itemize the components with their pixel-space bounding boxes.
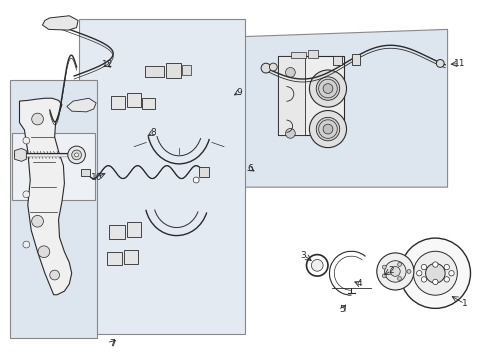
Text: 1: 1 [462,299,467,308]
Circle shape [449,271,454,276]
Bar [109,225,125,239]
Bar [107,252,122,265]
Circle shape [323,84,333,94]
Circle shape [444,264,449,270]
Text: 12: 12 [101,60,113,69]
Bar [278,56,343,135]
Circle shape [316,77,340,100]
Circle shape [50,270,59,280]
Circle shape [433,262,438,267]
Text: 5: 5 [340,305,345,314]
Bar [143,98,155,109]
Circle shape [391,266,400,276]
Circle shape [407,270,411,273]
Bar [145,66,165,77]
Circle shape [385,261,406,282]
Circle shape [38,246,50,257]
Circle shape [382,274,386,278]
Circle shape [444,277,449,282]
Circle shape [72,150,81,160]
Text: 11: 11 [454,59,466,68]
Bar [127,222,141,237]
Circle shape [433,279,438,285]
Polygon shape [67,98,96,112]
Circle shape [316,117,340,141]
Polygon shape [15,148,26,161]
Bar [292,51,306,58]
Circle shape [74,153,78,157]
Bar [111,96,125,109]
Circle shape [270,63,277,71]
Circle shape [377,253,414,290]
Circle shape [286,68,295,77]
Bar [198,167,209,177]
Bar [166,63,181,78]
Circle shape [397,262,401,266]
Bar [278,56,305,135]
Bar [308,50,318,58]
Text: 10: 10 [91,173,102,182]
Circle shape [32,215,44,227]
Polygon shape [20,98,72,295]
Circle shape [421,277,427,282]
Circle shape [261,63,271,73]
Bar [81,168,90,176]
Text: 8: 8 [150,128,156,137]
Text: 6: 6 [247,164,253,173]
Bar [124,250,138,264]
Circle shape [309,111,346,148]
Bar [12,134,95,200]
Circle shape [68,146,85,164]
Circle shape [416,271,422,276]
Bar [182,64,191,75]
Circle shape [23,191,30,198]
Text: 9: 9 [236,87,242,96]
Circle shape [397,276,401,280]
Bar [79,19,245,334]
Circle shape [426,264,445,283]
Circle shape [23,241,30,248]
Polygon shape [43,16,78,30]
Text: 3: 3 [301,251,306,260]
Circle shape [421,264,427,270]
Circle shape [436,59,444,67]
Bar [352,54,360,64]
Circle shape [311,260,323,271]
Bar [10,80,97,338]
Circle shape [193,177,199,183]
Bar [333,56,342,65]
Circle shape [309,70,346,107]
Bar [127,93,141,107]
Circle shape [286,129,295,138]
Circle shape [323,124,333,134]
Bar [395,262,415,280]
Text: 4: 4 [357,279,363,288]
Circle shape [23,137,30,144]
Circle shape [414,251,457,295]
Circle shape [382,265,386,269]
Text: 2: 2 [389,266,394,275]
Polygon shape [245,30,447,187]
Text: 7: 7 [109,339,115,348]
Circle shape [400,238,470,309]
Circle shape [307,255,328,276]
Circle shape [32,113,44,125]
